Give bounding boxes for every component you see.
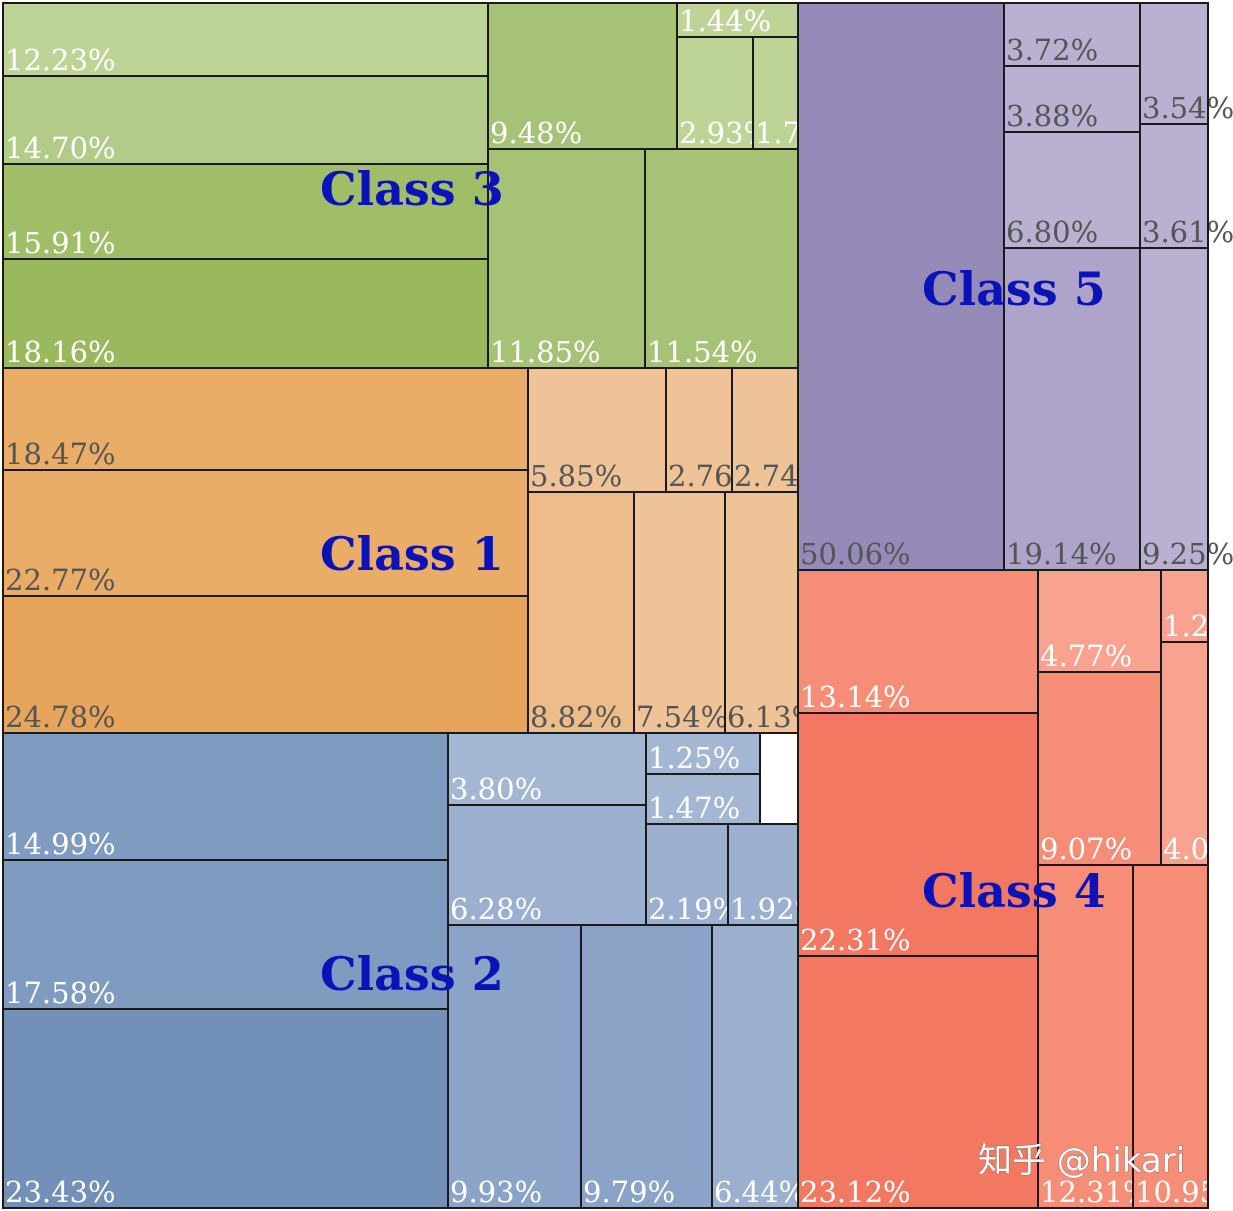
cell-percent-label: 3.72% bbox=[1006, 33, 1098, 67]
treemap-cell bbox=[752, 36, 799, 150]
cell-percent-label: 8.82% bbox=[530, 700, 622, 734]
class-label: Class 1 bbox=[320, 527, 504, 581]
cell-percent-label: 9.79% bbox=[583, 1175, 675, 1209]
group-class-1: 18.47%22.77%24.78%5.85% 2.76%2.74%8.82% 7.… bbox=[2, 367, 826, 734]
cell-percent-label: 4.04% bbox=[1163, 832, 1233, 866]
treemap-cell bbox=[1139, 247, 1209, 571]
class-label: Class 3 bbox=[320, 162, 504, 216]
treemap-cell bbox=[1003, 131, 1141, 249]
treemap-cell bbox=[2, 2, 489, 77]
cell-percent-label: 4.77% bbox=[1040, 639, 1132, 673]
class-label: Class 5 bbox=[922, 262, 1106, 316]
cell-percent-label: 13.14% bbox=[800, 680, 911, 714]
cell-percent-label: 22.77% bbox=[5, 563, 116, 597]
treemap-cell bbox=[447, 924, 582, 1209]
treemap-cell bbox=[447, 732, 647, 806]
cell-percent-label: 18.47% bbox=[5, 437, 116, 471]
treemap-cell bbox=[2, 859, 449, 1010]
cell-percent-label: 3.80% bbox=[450, 772, 542, 806]
treemap-cell bbox=[2, 469, 529, 597]
cell-percent-label: 6.28% bbox=[450, 892, 542, 926]
cell-percent-label: 23.12% bbox=[800, 1175, 911, 1209]
cell-percent-label: 9.25% bbox=[1142, 537, 1233, 571]
treemap-cell bbox=[711, 924, 799, 1209]
watermark: 知乎 @hikari bbox=[978, 1141, 1185, 1181]
treemap-cell bbox=[797, 712, 1039, 957]
treemap-cell bbox=[2, 595, 529, 734]
cell-percent-label: 2.19% bbox=[648, 892, 740, 926]
cell-percent-label: 11.85% bbox=[490, 335, 601, 369]
cell-percent-label: 1.25% bbox=[648, 741, 740, 775]
cell-percent-label: 9.07% bbox=[1040, 832, 1132, 866]
cell-percent-label: 17.58% bbox=[5, 976, 116, 1010]
group-class-4: 13.14%22.31%23.12%4.77%1.29%9.07%4.04%12… bbox=[797, 569, 1233, 1209]
cell-percent-label: 7.54% bbox=[636, 700, 728, 734]
cell-percent-label: 5.85% bbox=[530, 459, 622, 493]
treemap-cell bbox=[1037, 864, 1134, 1209]
cell-percent-label: 3.88% bbox=[1006, 99, 1098, 133]
treemap-cell bbox=[1037, 671, 1162, 866]
treemap-cell bbox=[1139, 123, 1209, 249]
chart-frame bbox=[2, 2, 1209, 1209]
treemap-cell bbox=[1139, 2, 1209, 125]
treemap-cell bbox=[580, 924, 713, 1209]
treemap-cell bbox=[797, 2, 1005, 571]
cell-percent-label: 22.31% bbox=[800, 923, 911, 957]
cell-percent-label: 19.14% bbox=[1006, 537, 1117, 571]
treemap-cell bbox=[527, 491, 635, 734]
cell-percent-label: 1.44% bbox=[679, 4, 771, 38]
cell-percent-label: 15.91% bbox=[5, 226, 116, 260]
cell-percent-label: 6.80% bbox=[1006, 215, 1098, 249]
treemap-cell bbox=[727, 823, 799, 926]
cell-percent-label: 9.48% bbox=[490, 116, 582, 150]
class-label: Class 2 bbox=[320, 947, 504, 1001]
treemap-cell bbox=[1003, 65, 1141, 133]
treemap-cell bbox=[645, 823, 729, 926]
cell-percent-label: 23.43% bbox=[5, 1175, 116, 1209]
treemap-cell bbox=[724, 491, 799, 734]
cell-percent-label: 1.29% bbox=[1163, 609, 1233, 643]
cell-percent-label: 11.54% bbox=[647, 335, 758, 369]
cell-percent-label: 14.70% bbox=[5, 131, 116, 165]
class-labels: Class 3 Class 1 Class 2 Class 5 Class 4 bbox=[320, 162, 1106, 1001]
cell-percent-label: 3.54% bbox=[1142, 91, 1233, 125]
cell-percent-label: 50.06% bbox=[800, 537, 911, 571]
treemap-cell bbox=[1003, 2, 1141, 67]
cell-percent-label: 24.78% bbox=[5, 700, 116, 734]
treemap-cell bbox=[1132, 864, 1209, 1209]
treemap-cell bbox=[797, 569, 1039, 714]
treemap-cell bbox=[1003, 247, 1141, 571]
cell-percent-label: 3.61% bbox=[1142, 215, 1233, 249]
cell-percent-label: 9.93% bbox=[450, 1175, 542, 1209]
group-class-3: 12.23%14.70%15.91%18.16%9.48%1.44%2.93%1… bbox=[2, 2, 847, 369]
cell-percent-label: 14.99% bbox=[5, 827, 116, 861]
treemap-cell bbox=[2, 75, 489, 165]
cell-percent-label: 1.47% bbox=[648, 791, 740, 825]
cell-percent-label: 18.16% bbox=[5, 335, 116, 369]
treemap-cell bbox=[665, 367, 733, 493]
treemap-cell bbox=[487, 148, 646, 369]
cell-percent-label: 10.95% bbox=[1135, 1175, 1233, 1209]
group-class-5: 50.06% 3.72% 3.88% 6.80% 19.14% 3.54% 3.61% 9.2… bbox=[797, 2, 1233, 571]
cell-percent-label: 12.23% bbox=[5, 43, 116, 77]
class-label: Class 4 bbox=[922, 864, 1106, 918]
group-class-2: 14.99% 17.58% 23.43% 3.80% 1.25% 1.47% 6.28% 2.… bbox=[2, 732, 822, 1209]
treemap-cell bbox=[633, 491, 726, 734]
treemap-cell bbox=[1160, 641, 1209, 866]
cell-percent-label: 6.44% bbox=[714, 1175, 806, 1209]
treemap-cell bbox=[527, 367, 667, 493]
